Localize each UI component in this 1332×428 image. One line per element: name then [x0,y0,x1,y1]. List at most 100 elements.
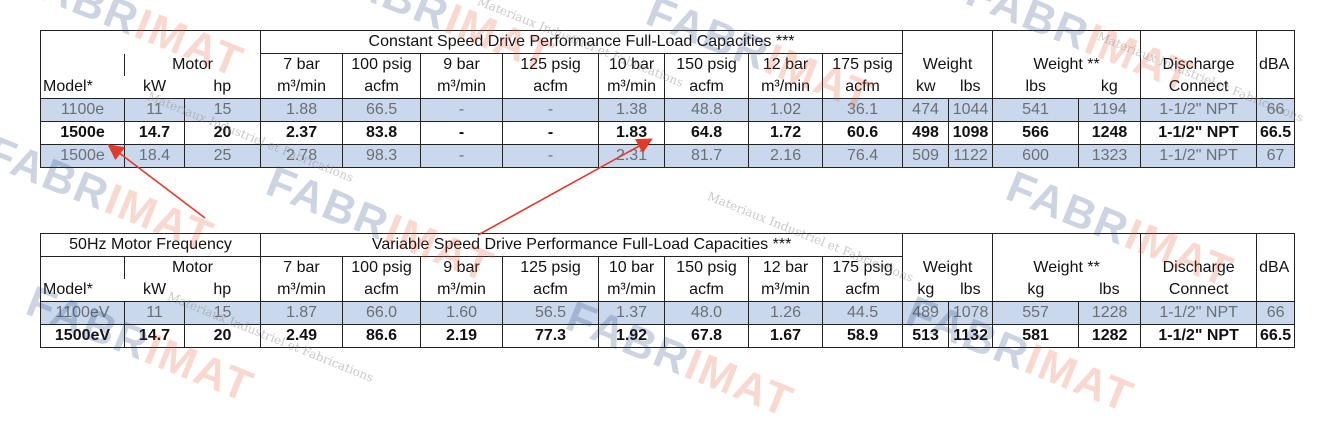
cell: 1.92 [598,324,666,348]
col-175psig: 175 psig [822,53,904,76]
cell: 557 [992,301,1080,325]
cell: 1.02 [748,98,824,122]
unit-acfm: acfm [664,279,750,302]
motor-header: Motor [123,256,262,279]
model-header: Model* [40,279,125,302]
cell: - [502,98,600,122]
cell: 25 [183,144,262,168]
cell: 509 [902,144,950,168]
col-12bar: 12 bar [748,53,824,76]
cell: - [502,121,600,145]
cell: 2.37 [260,121,344,145]
cell: 20 [183,121,262,145]
cell: 2.49 [260,324,344,348]
unit-m3min: m³/min [748,76,824,99]
discharge-header: Discharge [1140,256,1258,279]
col-100psig: 100 psig [342,256,422,279]
unit-acfm: acfm [342,76,422,99]
motor-header: Motor [123,53,262,76]
model-blank [40,53,125,76]
cell: 98.3 [342,144,422,168]
cell: 66 [1256,301,1296,325]
cell: 1194 [1078,98,1142,122]
cell: 67 [1256,144,1296,168]
cell: 56.5 [502,301,600,325]
cell: 2.31 [598,144,666,168]
cell: 541 [992,98,1080,122]
table-row: 1100eV 11 15 1.87 66.0 1.60 56.5 1.37 48… [40,301,1296,325]
cell: - [502,144,600,168]
hp-header: hp [184,279,262,302]
cell: 58.9 [822,324,904,348]
table-row: 1500eV 14.7 20 2.49 86.6 2.19 77.3 1.92 … [40,324,1296,348]
constant-speed-table: Constant Speed Drive Performance Full-Lo… [39,30,1296,168]
cell: 36.1 [822,98,904,122]
cell: 1.87 [260,301,344,325]
cell: 66.5 [1256,324,1296,348]
unit-m3min: m³/min [598,76,666,99]
model-header: Model* [40,76,125,99]
frequency-header: 50Hz Motor Frequency [39,233,262,257]
connect-header: Connect [1140,279,1258,302]
cell: 14.7 [124,324,185,348]
dba-header: dBA † [1256,256,1296,279]
cell: 2.16 [748,144,824,168]
cell: 581 [992,324,1080,348]
cell: 513 [902,324,950,348]
group-header: Variable Speed Drive Performance Full-Lo… [260,233,904,257]
cell: 2.78 [260,144,344,168]
weight-header: Weight [902,256,994,279]
weight2-header: Weight ** [992,256,1142,279]
cell: 1.67 [748,324,824,348]
cell: 1044 [948,98,994,122]
cell: 1132 [948,324,994,348]
cell: 48.8 [664,98,750,122]
table-row: 1500e 18.4 25 2.78 98.3 - - 2.31 81.7 2.… [40,144,1296,168]
cell: 474 [902,98,950,122]
col-7bar: 7 bar [260,256,344,279]
cell: 1.72 [748,121,824,145]
dba-header-blank [1256,30,1296,54]
cell: 2.19 [420,324,504,348]
cell: - [420,144,504,168]
unit-m3min: m³/min [260,279,344,302]
col-7bar: 7 bar [260,53,344,76]
col-10bar: 10 bar [598,53,666,76]
unit-acfm: acfm [502,76,600,99]
col-175psig: 175 psig [822,256,904,279]
cell: 1228 [1078,301,1142,325]
col-125psig: 125 psig [502,256,600,279]
cell: 66.5 [342,98,422,122]
cell: 44.5 [822,301,904,325]
cell: 66.5 [1256,121,1296,145]
cell: 11 [124,301,185,325]
dba-header: dBA † [1256,53,1296,76]
cell: 15 [183,301,262,325]
weight2-kg: kg [992,279,1079,302]
cell: 60.6 [822,121,904,145]
dba-header-blank [1256,233,1296,257]
unit-acfm: acfm [342,279,422,302]
col-12bar: 12 bar [748,256,824,279]
model-group-header [39,30,262,54]
cell: 1500eV [40,324,125,348]
cell: 1.60 [420,301,504,325]
col-9bar: 9 bar [420,53,504,76]
cell: 66.0 [342,301,422,325]
col-9bar: 9 bar [420,256,504,279]
cell: 86.6 [342,324,422,348]
col-150psig: 150 psig [664,256,750,279]
arrow-to-acfm [477,138,653,236]
cell: 81.7 [664,144,750,168]
cell: 48.0 [664,301,750,325]
variable-speed-table: 50Hz Motor Frequency Variable Speed Driv… [39,233,1296,348]
cell: 600 [992,144,1080,168]
annotation-arrows [107,138,653,236]
col-100psig: 100 psig [342,53,422,76]
cell: 66 [1256,98,1296,122]
kw-header: kW [124,76,185,99]
cell: 1100eV [40,301,125,325]
cell: 77.3 [502,324,600,348]
cell: 11 [124,98,185,122]
cell: 1-1/2" NPT [1140,324,1258,348]
